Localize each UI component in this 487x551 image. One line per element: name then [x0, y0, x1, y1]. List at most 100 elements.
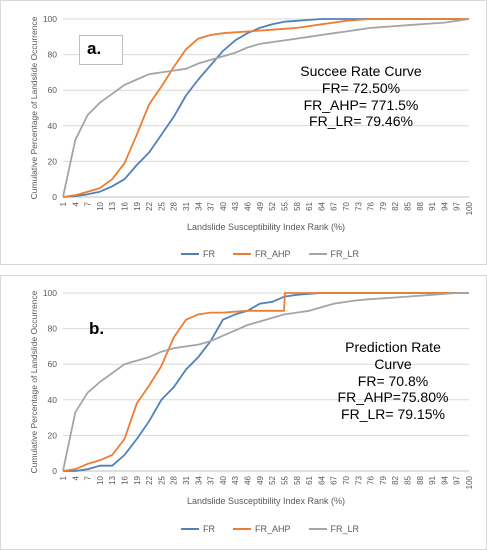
annotation-a-line-3: FR_AHP= 771.5%	[303, 96, 419, 113]
x-tick-label: 19	[133, 475, 142, 484]
annotation-a-line-4: FR_LR= 79.46%	[309, 113, 413, 130]
x-tick-label: 52	[268, 475, 277, 484]
panel-label-box-a	[79, 35, 123, 65]
x-axis-title: Landslide Susceptibility Index Rank (%)	[187, 222, 345, 232]
legend-label-fr-lr: FR_LR	[330, 524, 360, 534]
x-tick-label: 55	[280, 475, 289, 484]
x-tick-label: 61	[305, 475, 314, 484]
legend-swatch-fr	[181, 253, 199, 255]
series-line-fr-ahp	[62, 18, 469, 198]
y-tick-label: 60	[48, 85, 58, 95]
annotation-b-line-5: FR_LR= 79.15%	[341, 406, 445, 423]
annotation-b-line-4: FR_AHP=75.80%	[337, 389, 449, 406]
legend-swatch-fr-lr	[308, 253, 327, 255]
x-tick-label: 49	[256, 475, 265, 484]
x-tick-label: 22	[145, 475, 154, 484]
legend-a: FR FR_AHP FR_LR	[181, 249, 359, 259]
legend-item-fr-lr: FR_LR	[308, 524, 360, 534]
y-tick-label: 80	[48, 50, 58, 60]
x-tick-label: 4	[71, 201, 80, 206]
x-tick-label: 70	[342, 475, 351, 484]
panel-label-a: a.	[87, 39, 102, 58]
x-tick-label: 67	[330, 475, 339, 484]
x-tick-label: 43	[231, 475, 240, 484]
x-tick-label: 10	[96, 201, 105, 210]
legend-item-fr-ahp: FR_AHP	[233, 524, 291, 534]
annotation-b-line-2: Curve	[374, 355, 412, 372]
x-tick-label: 91	[428, 201, 437, 210]
x-tick-label: 28	[170, 475, 179, 484]
chart-panel-b: 0 20 40 60 80 100 1 4 7 10 13 16 19 22 25 28 31 34 37 40 43 4…	[0, 275, 487, 550]
x-tick-label: 64	[317, 201, 326, 210]
y-tick-label: 100	[43, 14, 57, 24]
x-tick-label: 70	[342, 201, 351, 210]
series-line-fr-ahp	[62, 292, 469, 472]
y-tick-label: 80	[48, 324, 58, 334]
x-tick-label: 19	[133, 201, 142, 210]
legend-label-fr-lr: FR_LR	[330, 249, 360, 259]
x-tick-label: 55	[280, 201, 289, 210]
series-line-fr-lr	[62, 292, 469, 472]
x-tick-label: 46	[244, 475, 253, 484]
legend-item-fr-ahp: FR_AHP	[233, 249, 291, 259]
x-tick-label: 79	[379, 475, 388, 484]
legend-swatch-fr-lr	[308, 528, 327, 530]
x-tick-label: 91	[428, 475, 437, 484]
annotation-b-line-1: Prediction Rate	[345, 339, 441, 355]
annotation-b: Prediction Rate Curve FR= 70.8% FR_AHP=7…	[323, 339, 463, 423]
annotation-a-line-1: Succee Rate Curve	[300, 63, 422, 79]
x-tick-label: 37	[207, 475, 216, 484]
y-tick-label: 40	[48, 121, 58, 131]
legend-swatch-fr-ahp	[233, 253, 251, 255]
x-tick-label: 4	[71, 475, 80, 480]
annotation-a-line-2: FR= 72.50%	[321, 79, 401, 96]
x-tick-label: 100	[465, 201, 474, 215]
x-tick-label: 97	[453, 475, 462, 484]
x-tick-label: 94	[440, 475, 449, 484]
y-axis-title: Cumulative Percentage of Landslide Occur…	[29, 290, 39, 473]
legend-b: FR FR_AHP FR_LR	[181, 524, 359, 534]
x-tick-label: 31	[182, 201, 191, 210]
x-tick-label: 58	[293, 201, 302, 210]
y-tick-label: 0	[52, 192, 57, 202]
x-tick-label: 61	[305, 201, 314, 210]
legend-swatch-fr-ahp	[233, 528, 251, 530]
y-tick-label: 60	[48, 359, 58, 369]
x-tick-label: 16	[121, 201, 130, 210]
x-tick-label: 94	[440, 201, 449, 210]
x-tick-label: 40	[219, 475, 228, 484]
x-tick-label: 7	[84, 201, 93, 206]
x-tick-label: 85	[403, 201, 412, 210]
x-tick-label: 64	[317, 475, 326, 484]
y-tick-label: 100	[43, 288, 57, 298]
legend-item-fr-lr: FR_LR	[308, 249, 360, 259]
x-tick-label: 34	[194, 475, 203, 484]
x-tick-label: 79	[379, 201, 388, 210]
x-tick-label: 88	[416, 201, 425, 210]
x-tick-label: 25	[157, 201, 166, 210]
y-tick-label: 20	[48, 430, 58, 440]
annotation-b-line-3: FR= 70.8%	[357, 372, 429, 389]
x-tick-label: 37	[207, 201, 216, 210]
x-tick-label: 40	[219, 201, 228, 210]
x-tick-label: 82	[391, 475, 400, 484]
y-tick-label: 20	[48, 156, 58, 166]
x-tick-label: 7	[84, 475, 93, 480]
x-tick-label: 88	[416, 475, 425, 484]
x-tick-label: 85	[403, 475, 412, 484]
x-tick-label: 58	[293, 475, 302, 484]
x-tick-label: 43	[231, 201, 240, 210]
x-tick-label: 13	[108, 475, 117, 484]
x-tick-label: 76	[367, 201, 376, 210]
legend-swatch-fr	[181, 528, 199, 530]
x-tick-label: 16	[121, 475, 130, 484]
x-tick-label: 1	[59, 201, 68, 206]
legend-item-fr: FR	[181, 524, 215, 534]
x-tick-label: 31	[182, 475, 191, 484]
x-tick-label: 67	[330, 201, 339, 210]
chart-panel-a: 0 20 40 60 80 100 1 4 7 10 13 16 19 22 25 28 31 34 37 40 43 4…	[0, 0, 487, 265]
x-tick-label: 46	[244, 201, 253, 210]
x-tick-label: 22	[145, 201, 154, 210]
x-tick-label: 97	[453, 201, 462, 210]
